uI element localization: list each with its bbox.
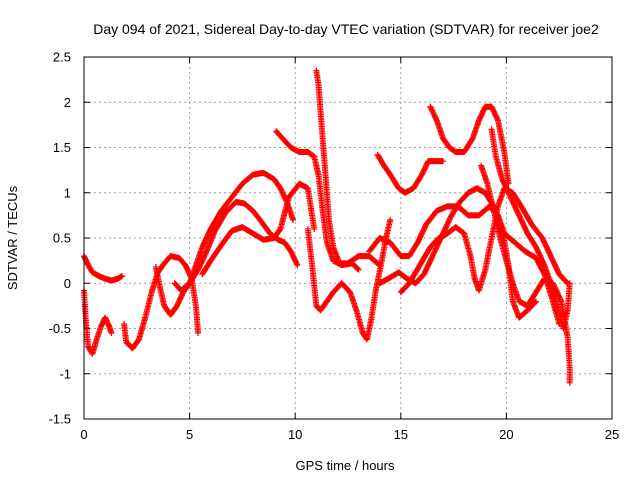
y-tick-label: 0 (64, 276, 71, 291)
data-points (81, 67, 573, 386)
series-s15 (478, 162, 573, 386)
data-point (440, 158, 447, 165)
data-point (355, 266, 362, 273)
y-tick-label: -0.5 (49, 321, 71, 336)
series-s1 (81, 253, 126, 284)
series-s8 (304, 216, 394, 343)
data-point (566, 280, 573, 287)
series-s2 (81, 287, 115, 357)
series-s11 (427, 103, 512, 187)
data-point (376, 262, 383, 269)
y-tick-label: 0.5 (53, 231, 71, 246)
data-point (195, 330, 202, 337)
y-axis-label: SDTVAR / TECUs (5, 185, 20, 290)
x-tick-labels: 0 5 10 15 20 25 (80, 427, 619, 442)
series-s3 (121, 253, 202, 352)
x-tick-label: 10 (288, 427, 302, 442)
data-point (532, 298, 539, 305)
x-tick-label: 15 (394, 427, 408, 442)
series-s4 (152, 169, 297, 318)
y-tick-label: -1.5 (49, 412, 71, 427)
grid (84, 57, 612, 419)
x-tick-label: 20 (499, 427, 513, 442)
y-tick-label: 1 (64, 185, 71, 200)
chart-title: Day 094 of 2021, Sidereal Day-to-day VTE… (93, 21, 599, 37)
x-tick-label: 25 (605, 427, 619, 442)
series-s13 (397, 185, 571, 296)
data-point (532, 299, 539, 306)
y-tick-label: 2.5 (53, 50, 71, 65)
x-axis-label: GPS time / hours (296, 458, 395, 473)
series-s9 (313, 67, 383, 269)
x-tick-label: 0 (80, 427, 87, 442)
y-tick-label: 1.5 (53, 140, 71, 155)
y-tick-label: -1 (59, 366, 71, 381)
series-s10 (374, 151, 447, 196)
series-s16 (488, 126, 573, 332)
data-point (119, 273, 126, 280)
data-point (566, 379, 573, 386)
data-point (354, 265, 361, 272)
x-tick-label: 5 (186, 427, 193, 442)
data-point (387, 216, 394, 223)
y-tick-labels: -1.5 -1 -0.5 0 0.5 1 1.5 2 2.5 (49, 50, 71, 427)
plot-frame (83, 56, 613, 420)
series-s6 (199, 180, 318, 278)
data-point (311, 225, 318, 232)
series-s5 (171, 198, 301, 294)
y-tick-label: 2 (64, 95, 71, 110)
data-point (294, 262, 301, 269)
data-point (108, 330, 115, 337)
data-point (375, 261, 382, 268)
data-point (290, 216, 297, 223)
